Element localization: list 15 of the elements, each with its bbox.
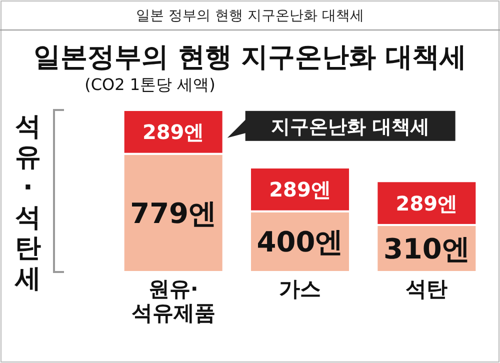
chart-title: 일본정부의 현행 지구온난화 대책세	[33, 42, 467, 73]
y-axis-title: 석유 · 석탄세	[14, 112, 41, 294]
data-label: 400엔	[256, 226, 344, 259]
x-tick-label: 석탄	[406, 277, 448, 301]
data-label: 779엔	[130, 197, 217, 230]
text: 일본 정부의 현행 지구온난화 대책세	[136, 8, 364, 24]
series-label: 지구온난화 대책세	[271, 116, 430, 138]
x-tick-label: 원유· 석유제품	[131, 277, 216, 325]
data-label: 289엔	[396, 191, 458, 216]
data-label: 310엔	[383, 232, 470, 266]
x-tick-label: 가스	[279, 277, 321, 301]
chart-subtitle: (CO2 1톤당 세액)	[84, 75, 216, 94]
data-label: 289엔	[269, 178, 331, 202]
data-label: 289엔	[142, 120, 204, 144]
picture-callout: 지구온난화 대책세	[227, 110, 456, 141]
